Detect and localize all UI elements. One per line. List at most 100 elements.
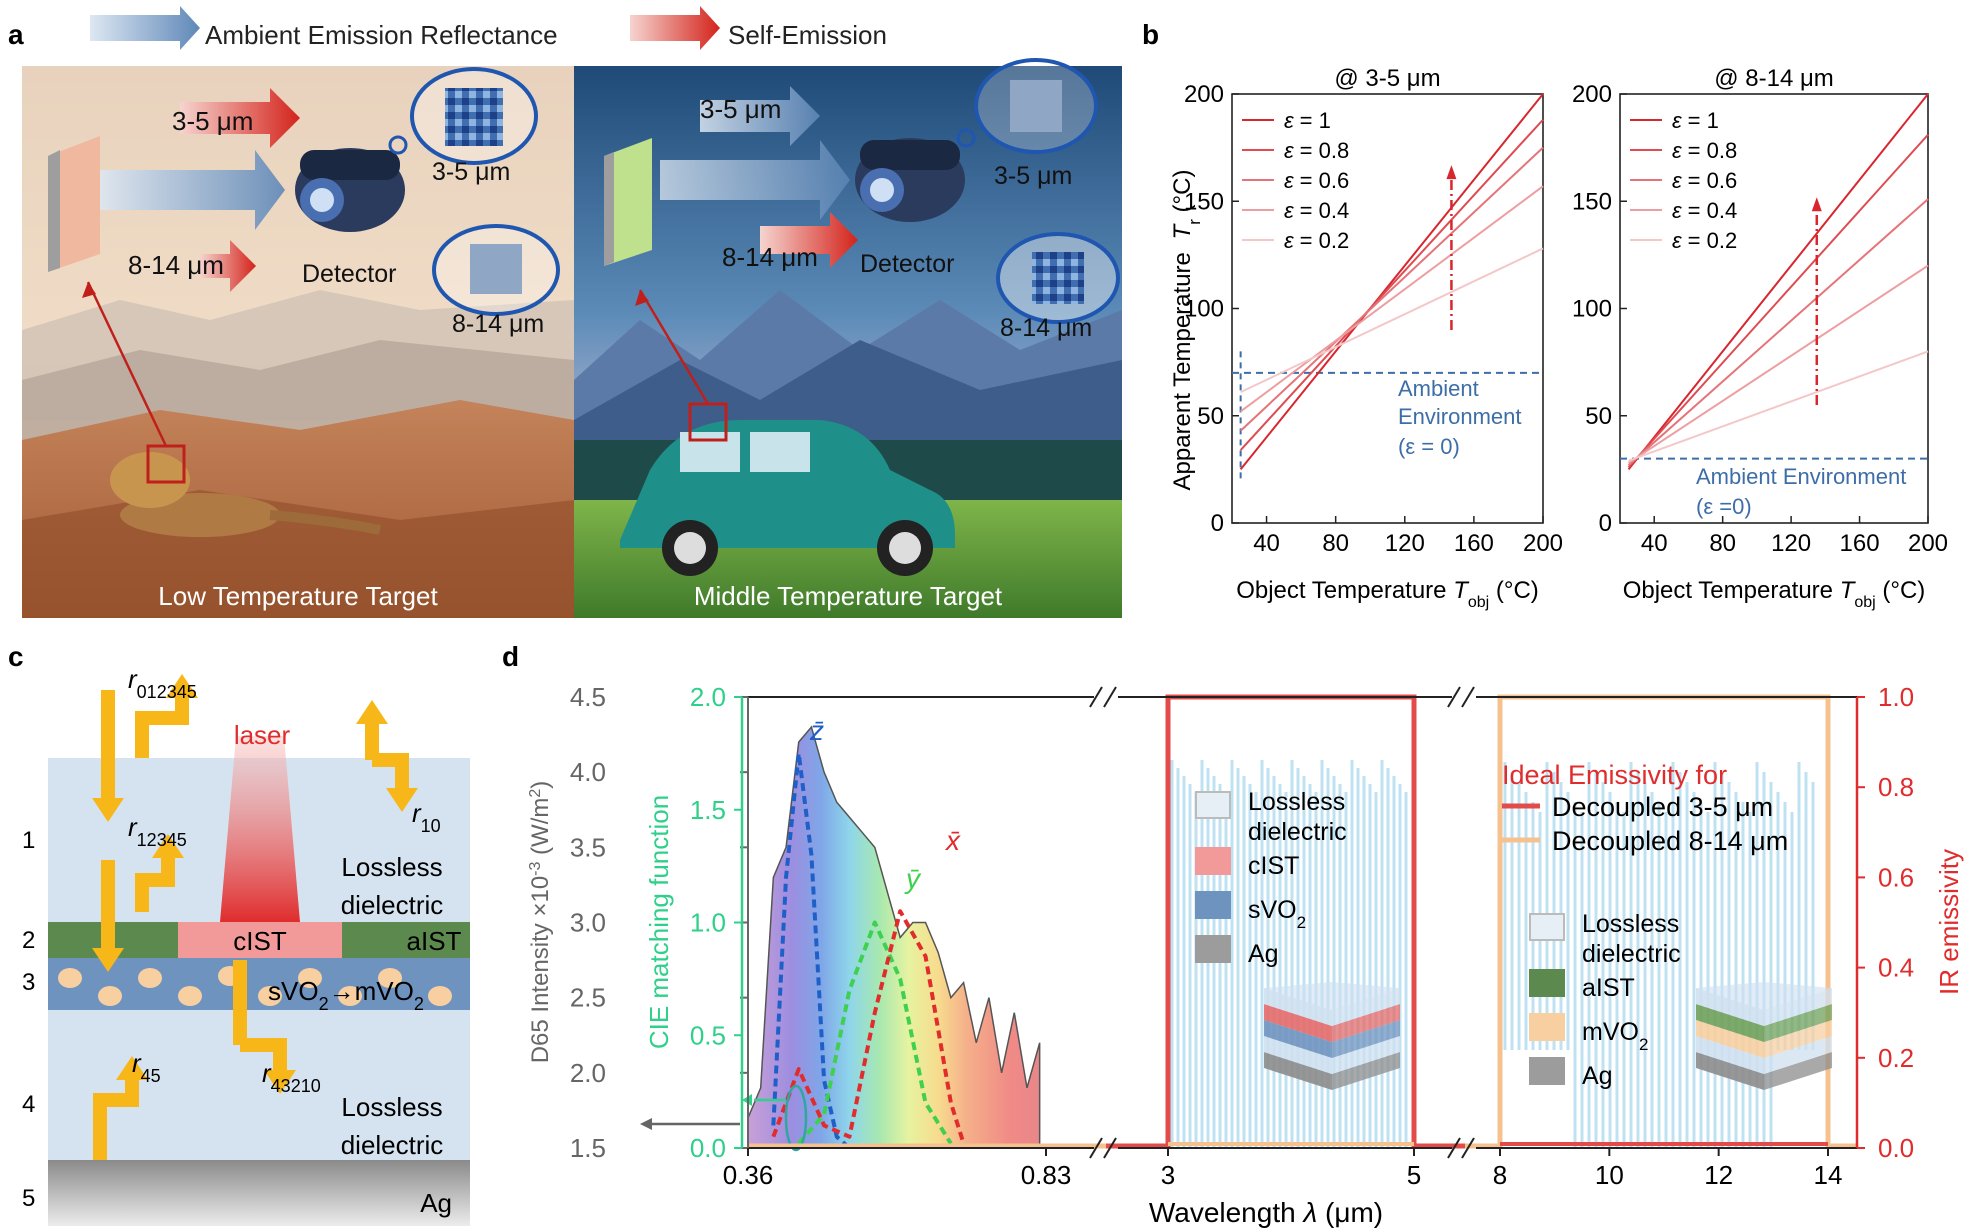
- series-line-3: [1628, 264, 1929, 464]
- reflect-arrow-left: [100, 150, 285, 230]
- chart-3-5um: @ 3-5 μm 40 80 120 160 200 0 50 100 150 200 Ambient…: [1184, 65, 1563, 611]
- mini-stack-2-left-4: [1696, 988, 1764, 1026]
- mini-stack-1-right-2: [1332, 1020, 1400, 1058]
- legend-value: = 0.6: [1300, 168, 1350, 193]
- panel-letter-c: c: [8, 641, 24, 672]
- legend-eps: ε: [1284, 198, 1294, 223]
- legend-eps: ε: [1672, 168, 1682, 193]
- d65-axis-title: D65 Intensity ×10-3 (W/m2): [527, 781, 555, 1064]
- d-x-tick-label: 8: [1493, 1160, 1507, 1190]
- legend-value: = 0.4: [1300, 198, 1350, 223]
- r-43210-label: r43210: [262, 1058, 321, 1096]
- legend-label-2: ε = 0.6: [1284, 168, 1349, 193]
- arrowheads: [92, 674, 418, 1094]
- legend-label-1: ε = 0.8: [1284, 138, 1349, 163]
- mini-stack-1-right-0: [1332, 1052, 1400, 1090]
- laser-beam: [220, 736, 300, 922]
- vo2-particles: [58, 966, 452, 1006]
- self-emission-arrow-8-14-right: [760, 212, 858, 268]
- legend-eps: ε: [1284, 138, 1294, 163]
- stack1-vo2-sub: 2: [1297, 913, 1306, 932]
- cie-tick-label: 0.5: [690, 1020, 726, 1050]
- layer-number-2: 2: [22, 927, 35, 954]
- laser-label: laser: [234, 720, 291, 750]
- caption-low-temp: Low Temperature Target: [158, 581, 438, 611]
- d65-tick-label: 4.5: [570, 682, 606, 712]
- mini-stack-2-top: [1696, 982, 1832, 1010]
- r-012345-label: r012345: [128, 664, 197, 702]
- cie-z-label: z̄: [809, 715, 824, 746]
- legend-eps: ε: [1284, 228, 1294, 253]
- uniform-image-left: [470, 244, 522, 294]
- mini-stack-2-right-1: [1764, 1036, 1832, 1074]
- b-ylabel: Apparent Temperature Tr (°C): [1169, 170, 1204, 491]
- cie-z-curve: [771, 751, 851, 1150]
- stack2-swatch-0: [1529, 913, 1565, 941]
- mini-stack-1-left-4: [1264, 988, 1332, 1026]
- mini-stack-1-right-4: [1332, 988, 1400, 1026]
- series-line-4: [1240, 247, 1544, 394]
- panel-letter-b: b: [1142, 19, 1159, 50]
- stack1-swatch-3: [1195, 935, 1231, 963]
- legend-label-3: ε = 0.4: [1284, 198, 1349, 223]
- panel-letter-d: d: [502, 641, 519, 672]
- mini-stack-1-right-3: [1332, 1004, 1400, 1042]
- d65-tick-label: 2.0: [570, 1058, 606, 1088]
- mini-stack-2-left-3: [1696, 1004, 1764, 1042]
- stack2-swatch-2: [1529, 1013, 1565, 1041]
- detector-icon-right: [855, 138, 965, 222]
- panel-a: a Ambient Emission Reflectance Self-Emis…: [8, 6, 1122, 618]
- layer-number-3: 3: [22, 969, 35, 996]
- layer-number-4: 4: [22, 1091, 35, 1118]
- d65-tick-label: 3.5: [570, 832, 606, 862]
- axis-break: [1089, 1137, 1103, 1159]
- bubble-label-8-14-right: 8-14 μm: [1000, 314, 1092, 342]
- mini-stack-2-left-1: [1696, 1036, 1764, 1074]
- band-label-3-5-left: 3-5 μm: [172, 106, 253, 136]
- cie-tick-label: 0.0: [690, 1133, 726, 1163]
- aist-label: aIST: [407, 926, 462, 956]
- sample-slab-left: [48, 136, 100, 272]
- legend-value: = 1: [1688, 108, 1719, 133]
- series-line-3: [1240, 185, 1544, 413]
- series-line-2: [1239, 146, 1544, 432]
- r-45-label: r45: [132, 1048, 161, 1086]
- r-12345-label: r12345: [128, 812, 187, 850]
- layer4-label-line1: Lossless: [341, 1092, 442, 1122]
- legend-value: = 0.2: [1300, 228, 1350, 253]
- axis-break: [1103, 1137, 1117, 1159]
- d-xlabel-var: λ: [1301, 1197, 1317, 1228]
- ideal-legend-label-1: Decoupled 3-5 μm: [1552, 792, 1773, 822]
- legend-label-2: ε = 0.6: [1672, 168, 1737, 193]
- self-legend-arrow: [630, 6, 720, 50]
- x-tick-label: 80: [1322, 530, 1349, 557]
- y-tick-label: 150: [1184, 188, 1224, 215]
- b-xlabel-text: Object Temperature: [1236, 577, 1453, 604]
- stack1-swatch-0: [1195, 791, 1231, 819]
- legend-eps: ε: [1672, 138, 1682, 163]
- x-tick-label: 160: [1840, 530, 1880, 557]
- b-xlabel-unit: (°C): [1876, 577, 1926, 604]
- cie-axis-title: CIE matching function: [644, 795, 674, 1049]
- plot-frame: [1231, 93, 1544, 524]
- d-x-tick-label: 0.36: [723, 1160, 774, 1190]
- panel-c: c laser: [8, 641, 470, 1226]
- increase-arrowhead: [1446, 165, 1457, 180]
- axis-break: [1461, 686, 1475, 708]
- series-line-1: [1627, 134, 1929, 468]
- stack1-vo2-base: sVO: [1248, 896, 1297, 924]
- detector-label-right: Detector: [860, 250, 954, 278]
- lizard-zoom-line: [86, 281, 168, 447]
- self-emission-arrow-3-5-left: [180, 88, 300, 148]
- ambient-label-line2: (ε =0): [1696, 494, 1752, 519]
- desert-scene: 3-5 μm 8-14 μm Detector 3-5 μm 8-14 μm L…: [22, 66, 574, 618]
- stack1-label-dielectric-2: dielectric: [1248, 818, 1347, 846]
- mini-stack-1-left-3: [1264, 1004, 1332, 1042]
- y-tick-label: 100: [1184, 296, 1224, 323]
- legend-eps: ε: [1284, 108, 1294, 133]
- layer-number-1: 1: [22, 827, 35, 854]
- stack1-swatch-2: [1195, 891, 1231, 919]
- mini-stack-2-right-4: [1764, 988, 1832, 1026]
- b-xlabel-var: T: [1453, 577, 1470, 604]
- mini-stack-1-left-1: [1264, 1036, 1332, 1074]
